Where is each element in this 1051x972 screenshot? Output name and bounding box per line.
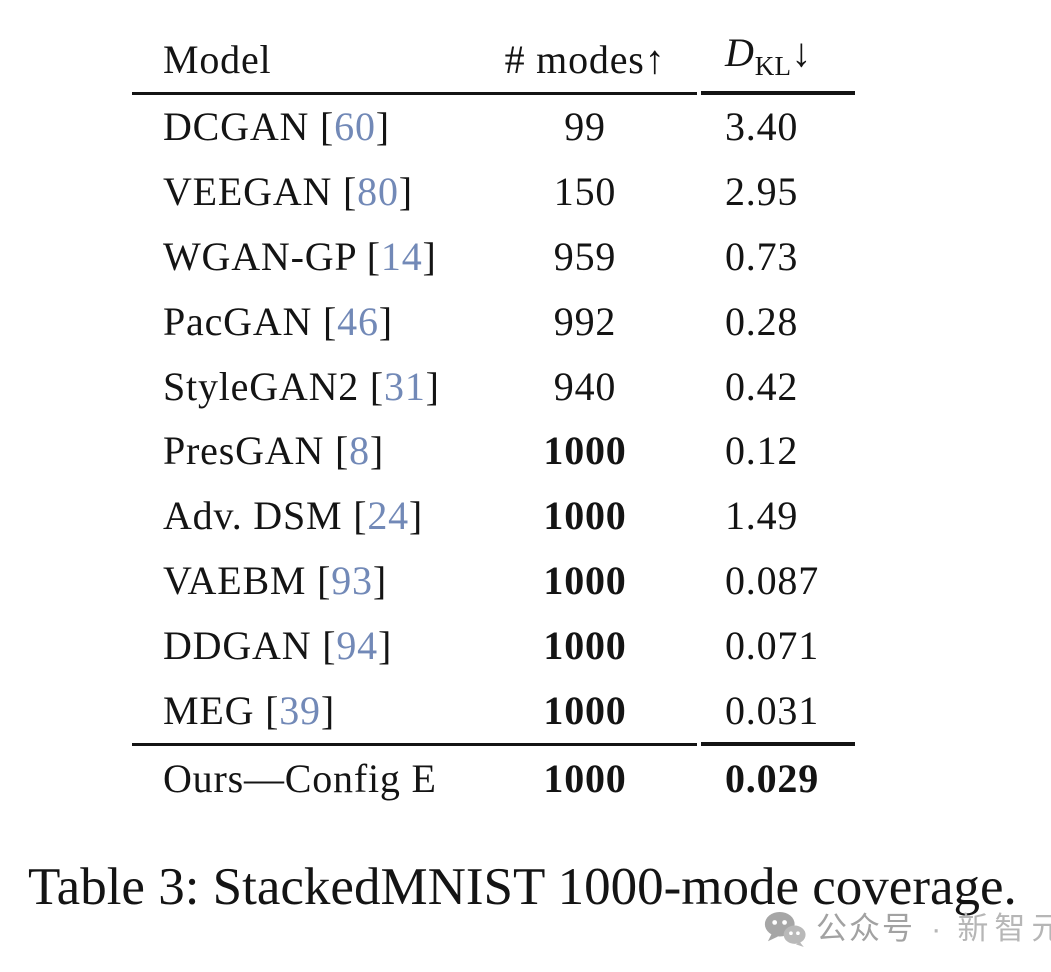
watermark-brand-name: 新智元 — [957, 911, 1051, 946]
model-name: Adv. DSM — [163, 493, 343, 539]
citation-link[interactable]: 31 — [384, 363, 426, 409]
citation: [46] — [312, 298, 393, 344]
model-name: StyleGAN2 — [163, 363, 360, 409]
watermark: 公众号 · 新智元 — [764, 910, 1051, 948]
citation-link[interactable]: 14 — [380, 233, 423, 279]
model-name: DDGAN — [163, 622, 312, 668]
table-caption: Table 3: StackedMNIST 1000-mode coverage… — [28, 858, 1017, 916]
citation: [31] — [359, 363, 440, 409]
wechat-icon — [764, 911, 806, 947]
table-body: DCGAN [60] 99 3.40 VEEGAN [80] 150 2.95 … — [132, 95, 855, 812]
citation-link[interactable]: 46 — [337, 298, 379, 344]
citation: [93] — [306, 557, 387, 603]
dkl-value: 0.73 — [725, 233, 799, 279]
results-table: Model # modes↑ DKL↓ DCGAN [60] 99 3.40 V… — [132, 24, 855, 812]
table-header-row: Model # modes↑ DKL↓ — [132, 24, 855, 92]
citation: [8] — [324, 428, 385, 474]
citation-link[interactable]: 8 — [349, 428, 370, 474]
table-row: WGAN-GP [14] 959 0.73 — [132, 225, 855, 290]
citation-link[interactable]: 94 — [336, 622, 378, 668]
dkl-value: 1.49 — [725, 493, 799, 539]
header-rule — [132, 91, 855, 95]
table-row: VAEBM [93] 1000 0.087 — [132, 549, 855, 614]
modes-value: 940 — [553, 363, 617, 409]
model-name: PacGAN — [163, 298, 313, 344]
dkl-value: 0.12 — [725, 428, 799, 474]
modes-value: 1000 — [543, 428, 627, 474]
table-row: MEG [39] 1000 0.031 — [132, 678, 855, 743]
column-header-dkl: DKL↓ — [700, 33, 855, 80]
model-name: Ours—Config E — [163, 755, 437, 801]
model-name: WGAN-GP — [163, 233, 356, 279]
dkl-value: 0.28 — [725, 298, 799, 344]
modes-value: 99 — [564, 104, 606, 150]
table-row: Ours—Config E 1000 0.029 — [132, 746, 855, 812]
model-name: VAEBM — [163, 557, 307, 603]
dkl-subscript: KL — [754, 51, 792, 81]
model-name: DCGAN — [163, 104, 310, 150]
model-name: PresGAN — [163, 428, 325, 474]
table-row: Adv. DSM [24] 1000 1.49 — [132, 484, 855, 549]
table-row: DDGAN [94] 1000 0.071 — [132, 613, 855, 678]
dkl-symbol: D — [725, 30, 755, 75]
dkl-value: 2.95 — [725, 169, 799, 215]
citation-link[interactable]: 60 — [334, 104, 376, 150]
citation: [60] — [309, 104, 390, 150]
midrule — [132, 741, 855, 746]
citation-link[interactable]: 80 — [357, 169, 399, 215]
citation-link[interactable]: 93 — [331, 557, 373, 603]
dkl-value: 0.029 — [725, 755, 819, 801]
citation-link[interactable]: 39 — [279, 687, 321, 733]
citation-link[interactable]: 24 — [367, 493, 409, 539]
model-name: MEG — [163, 687, 255, 733]
modes-value: 1000 — [543, 557, 627, 603]
modes-value: 1000 — [543, 687, 627, 733]
table-row: VEEGAN [80] 150 2.95 — [132, 160, 855, 225]
model-name: VEEGAN — [163, 169, 333, 215]
modes-value: 1000 — [543, 755, 627, 801]
modes-value: 150 — [553, 169, 617, 215]
watermark-account-label: 公众号 — [816, 911, 915, 946]
citation: [80] — [332, 169, 413, 215]
dkl-value: 0.071 — [725, 622, 819, 668]
column-header-modes: # modes↑ — [504, 37, 666, 82]
citation: [14] — [355, 233, 437, 279]
citation: [39] — [254, 687, 335, 733]
table-row: PacGAN [46] 992 0.28 — [132, 289, 855, 354]
dkl-value: 0.087 — [725, 557, 819, 603]
watermark-separator: · — [931, 911, 942, 946]
modes-value: 1000 — [543, 622, 627, 668]
modes-value: 992 — [553, 298, 617, 344]
column-header-model: Model — [163, 37, 272, 82]
dkl-value: 0.031 — [725, 687, 819, 733]
modes-value: 959 — [553, 233, 617, 279]
table-row: StyleGAN2 [31] 940 0.42 — [132, 354, 855, 419]
table-row: DCGAN [60] 99 3.40 — [132, 95, 855, 160]
dkl-value: 0.42 — [725, 363, 799, 409]
modes-value: 1000 — [543, 493, 627, 539]
down-arrow-icon: ↓ — [791, 30, 813, 75]
citation: [24] — [342, 493, 424, 539]
table-row: PresGAN [8] 1000 0.12 — [132, 419, 855, 484]
dkl-value: 3.40 — [725, 104, 799, 150]
citation: [94] — [311, 622, 393, 668]
